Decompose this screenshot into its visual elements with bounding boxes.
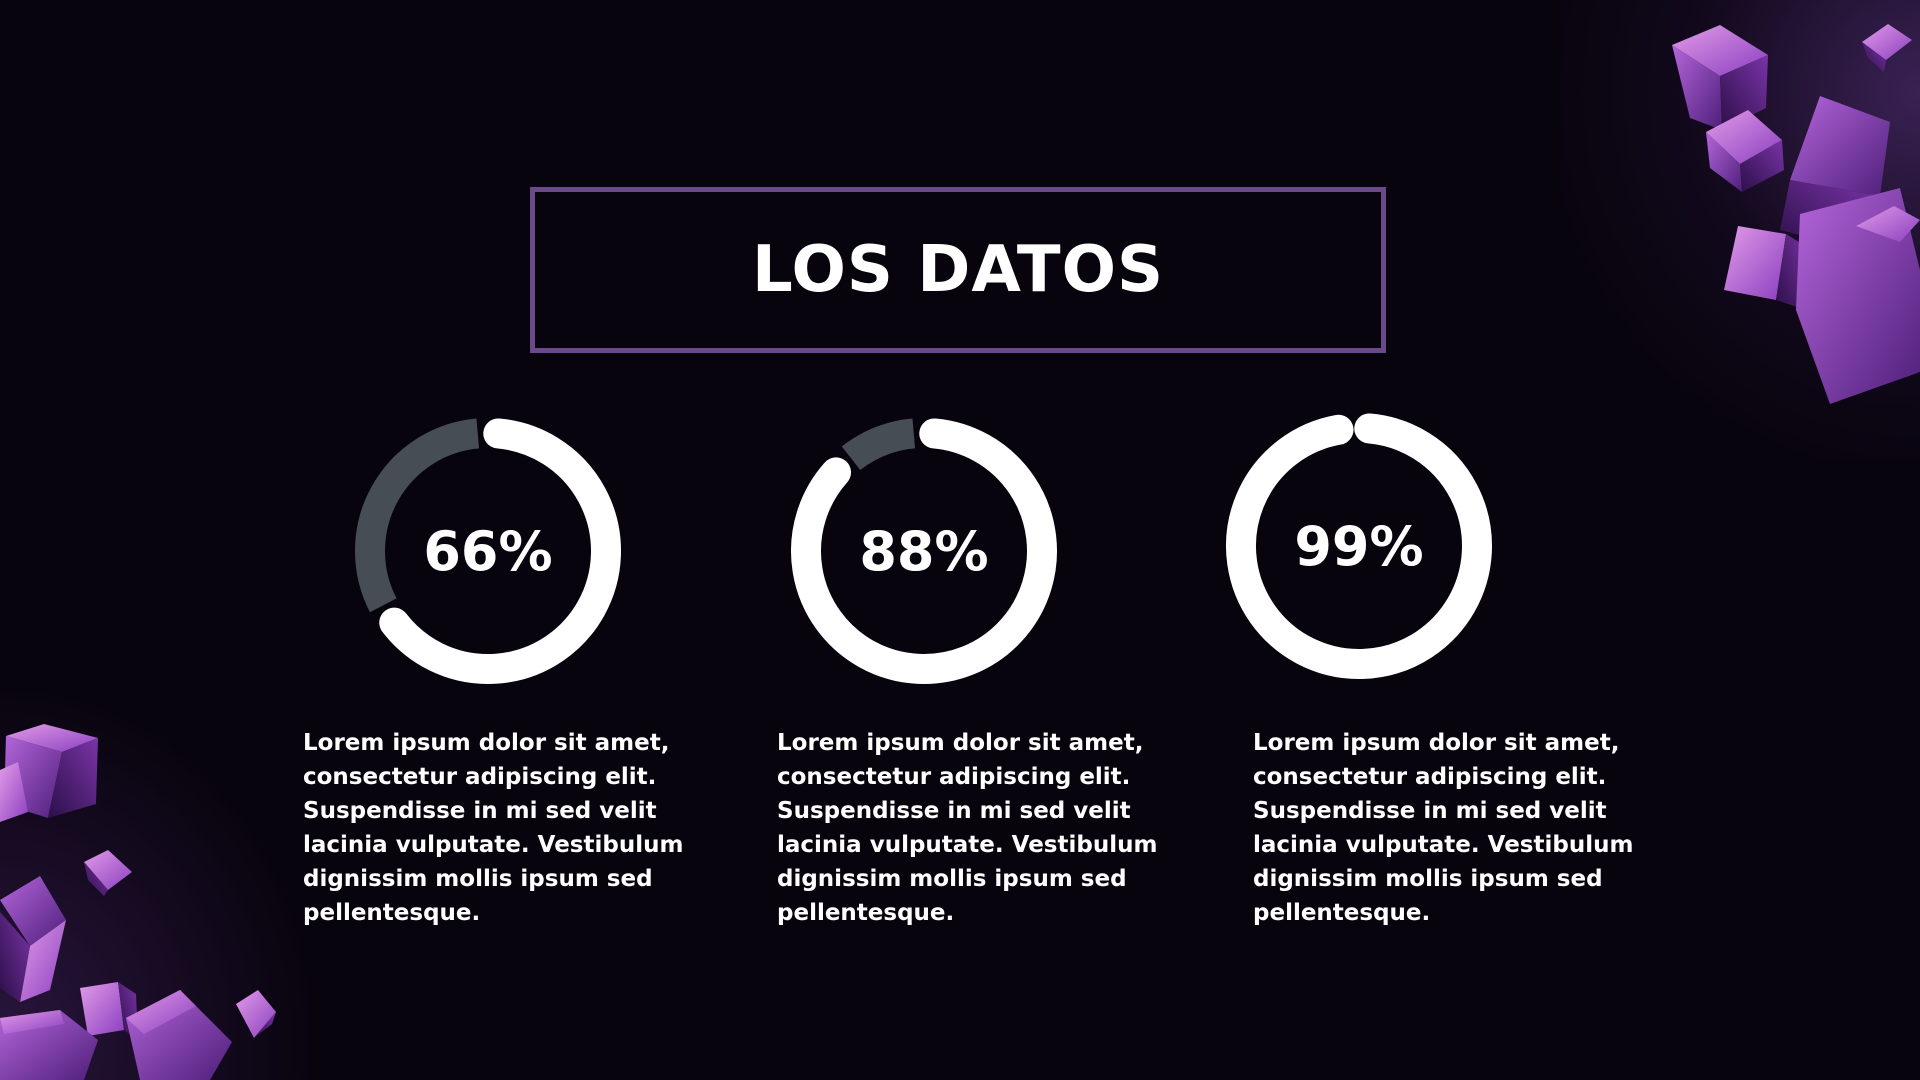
- gauge-66: 66%: [353, 416, 623, 686]
- gauge-fill-arc: [1226, 413, 1492, 679]
- description-text: Lorem ipsum dolor sit amet, consectetur …: [1253, 730, 1634, 926]
- gauge-value-label: 88%: [859, 519, 989, 583]
- gauge-track: [841, 418, 916, 471]
- gauge-value-label: 99%: [1294, 514, 1424, 578]
- gauge-fill-arc: [791, 418, 1057, 684]
- gauge-fill-arc: [379, 418, 621, 684]
- gauge-88: 88%: [789, 416, 1059, 686]
- description-text: Lorem ipsum dolor sit amet, consectetur …: [777, 730, 1158, 926]
- page-title: LOS DATOS: [751, 233, 1165, 307]
- donut-chart: [355, 418, 621, 684]
- gauge-value-label: 66%: [423, 519, 553, 583]
- donut-chart: [791, 418, 1057, 684]
- donut-chart: [1226, 413, 1492, 679]
- background-glow-bottom-left: [0, 680, 320, 1080]
- description-text: Lorem ipsum dolor sit amet, consectetur …: [303, 730, 684, 926]
- gauge-track: [355, 418, 480, 613]
- title-frame: LOS DATOS: [530, 187, 1386, 353]
- background-glow-top-right: [1560, 0, 1920, 460]
- gauge-99: 99%: [1224, 411, 1494, 681]
